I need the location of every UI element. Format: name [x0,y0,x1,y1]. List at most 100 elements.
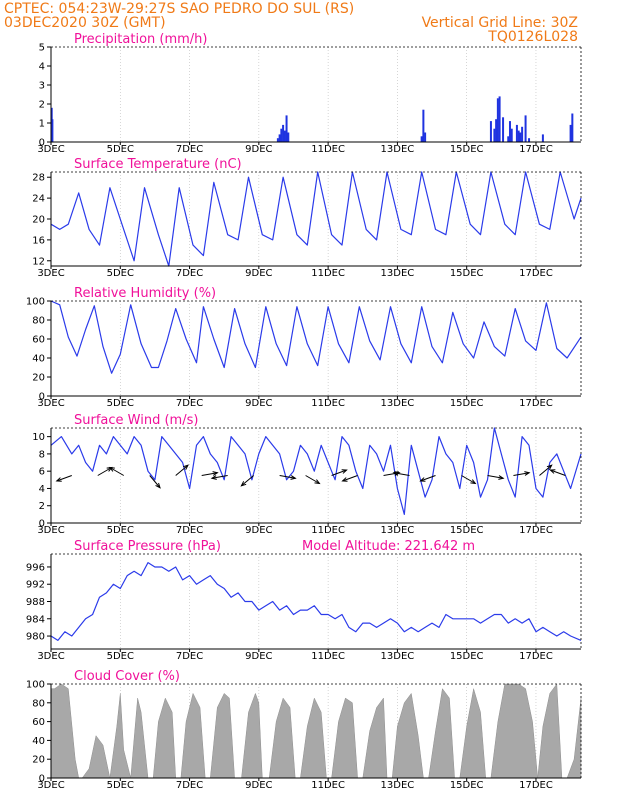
cloud-area [50,683,582,779]
wind-arrow [539,464,553,476]
wind-arrow [487,475,504,479]
rh-x-tick-label: 5DEC [107,398,134,409]
precip-y-tick-label: 1 [39,119,45,130]
temp-panel: 12 16 20 24 28 3DEC 5DEC 7DEC 9DEC 11DEC 13DEC 15DE… [32,157,582,279]
wind-y-tick-label: 10 [32,432,45,443]
wind-arrow-head [210,475,217,480]
precip-bar [519,132,522,142]
pressure-x-tick-label: 7DEC [176,651,203,662]
cloud-y-tick-label: 80 [32,698,45,709]
precip-bar [524,115,527,142]
wind-x-tick-label: 17DEC [519,525,553,536]
precip-title: Precipitation (mm/h) [74,32,207,47]
precip-bar [424,132,427,142]
pressure-annotation: Model Altitude: 221.642 m [302,539,475,554]
pressure-y-tick-label: 988 [26,597,45,608]
rh-y-tick-label: 100 [26,297,45,308]
rh-y-tick-label: 40 [32,354,45,365]
cloud-y-tick-label: 60 [32,717,45,728]
precip-y-tick-label: 3 [39,81,45,92]
precip-bar [282,124,285,142]
precip-bar [528,138,531,142]
precip-x-tick-label: 15DEC [450,144,484,155]
wind-arrow [56,475,72,482]
cloud-title: Cloud Cover (%) [74,669,180,684]
rh-x-tick-label: 17DEC [519,398,553,409]
wind-arrow [513,472,530,476]
cloud-y-tick-label: 20 [32,755,45,766]
wind-arrow [149,475,161,489]
precip-bar [515,124,518,142]
rh-y-tick-label: 80 [32,316,45,327]
precip-x-tick-label: 5DEC [107,144,134,155]
rh-y-tick-label: 0 [39,392,45,403]
wind-arrow [393,472,410,476]
precip-y-tick-label: 2 [39,100,45,111]
wind-arrow-head [155,482,161,489]
wind-arrow [279,475,296,479]
wind-x-tick-label: 9DEC [245,525,272,536]
temp-x-tick-label: 9DEC [245,268,272,279]
cloud-panel: 0 20 40 60 80 100 3DEC 5DEC 7DEC 9DEC 11DEC 13DEC 15… [26,669,582,791]
pressure-x-tick-label: 9DEC [245,651,272,662]
temp-y-tick-label: 24 [32,194,45,205]
pressure-y-tick-label: 992 [26,580,45,591]
wind-x-tick-label: 5DEC [107,525,134,536]
precip-bar [51,119,54,142]
rh-x-tick-label: 11DEC [311,398,345,409]
cloud-x-tick-label: 15DEC [450,780,484,791]
rh-x-tick-label: 9DEC [245,398,272,409]
precip-bar [508,121,511,142]
pressure-x-tick-label: 5DEC [107,651,134,662]
temp-y-tick-label: 16 [32,235,45,246]
pressure-x-tick-label: 15DEC [450,651,484,662]
precip-x-tick-label: 11DEC [311,144,345,155]
temp-x-tick-label: 3DEC [37,268,64,279]
precip-y-tick-label: 4 [39,62,45,73]
wind-arrow-head [341,469,348,474]
wind-arrow-head [108,466,115,472]
cloud-x-tick-label: 13DEC [381,780,415,791]
wind-line [50,427,582,515]
cloud-y-tick-label: 100 [26,680,45,691]
wind-x-tick-label: 15DEC [450,525,484,536]
cloud-y-tick-label: 0 [39,774,45,785]
cloud-x-tick-label: 11DEC [311,780,345,791]
wind-y-tick-label: 6 [39,467,45,478]
precip-bar [502,117,505,142]
wind-arrow [461,475,476,484]
rh-panel: 0 20 40 60 80 100 3DEC 5DEC 7DEC 9DEC 11DEC 13DEC 15… [26,286,582,409]
temp-x-tick-label: 5DEC [107,268,134,279]
pressure-title: Surface Pressure (hPa) [74,539,221,554]
wind-arrow [97,467,112,476]
precip-bar [507,136,510,142]
wind-y-tick-label: 2 [39,501,45,512]
cloud-x-tick-label: 3DEC [37,780,64,791]
temp-title: Surface Temperature (nC) [74,157,242,172]
wind-arrow-head [183,464,189,470]
cloud-x-tick-label: 9DEC [245,780,272,791]
wind-arrow [211,475,228,479]
wind-arrow-head [392,471,399,476]
wind-arrow-head [546,464,553,470]
wind-arrow [201,472,218,476]
wind-arrow [175,464,189,476]
pressure-y-tick-label: 984 [26,614,45,625]
wind-arrow-head [524,471,531,476]
wind-arrow [241,475,254,487]
cloud-x-tick-label: 17DEC [519,780,553,791]
precip-bar [420,136,423,142]
wind-arrow-head [341,477,348,482]
wind-x-tick-label: 11DEC [311,525,345,536]
precip-bar [280,128,283,142]
precip-y-tick-label: 5 [39,43,45,54]
temp-x-tick-label: 13DEC [381,268,415,279]
precip-bar [287,132,290,142]
wind-arrow-head [240,481,247,487]
wind-arrow-head [290,475,297,480]
wind-arrow-head [314,479,321,485]
precip-bar [498,96,501,142]
rh-title: Relative Humidity (%) [74,286,216,301]
pressure-y-tick-label: 980 [26,632,45,643]
